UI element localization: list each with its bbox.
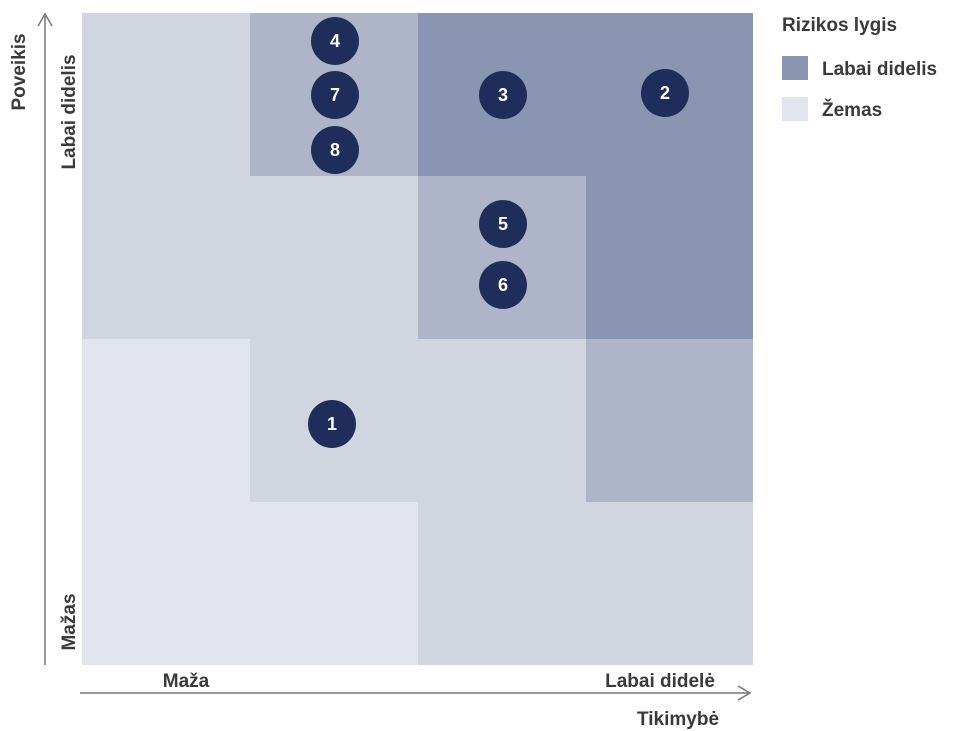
matrix-cell <box>586 176 753 339</box>
risk-marker <box>479 200 527 248</box>
risk-marker-label: 5 <box>498 214 508 234</box>
risk-marker <box>311 126 359 174</box>
matrix-cell <box>82 339 250 502</box>
risk-marker <box>311 17 359 65</box>
risk-marker-label: 4 <box>330 31 340 51</box>
risk-marker-label: 3 <box>498 85 508 105</box>
y-axis-arrow <box>37 12 53 27</box>
legend-title: Rizikos lygis <box>782 15 897 36</box>
matrix-cell <box>586 339 753 502</box>
risk-marker <box>641 69 689 117</box>
x-axis-low: Maža <box>163 671 210 692</box>
matrix-cell <box>586 502 753 665</box>
risk-marker-label: 7 <box>330 85 340 105</box>
matrix-cell <box>418 339 586 502</box>
risk-marker <box>308 400 356 448</box>
risk-marker <box>479 261 527 309</box>
x-axis-high: Labai didelė <box>605 671 715 692</box>
matrix-cell <box>82 502 250 665</box>
risk-marker-label: 6 <box>498 275 508 295</box>
x-axis-title: Tikimybė <box>637 709 719 730</box>
y-axis-low: Mažas <box>59 593 80 650</box>
risk-marker-label: 2 <box>660 83 670 103</box>
matrix-cell <box>82 176 250 339</box>
risk-marker <box>479 71 527 119</box>
risk-marker <box>311 71 359 119</box>
risk-marker-label: 8 <box>330 140 340 160</box>
matrix-cell <box>82 13 250 176</box>
y-axis-high: Labai didelis <box>59 54 80 169</box>
matrix-cell <box>250 176 418 339</box>
matrix-grid <box>82 13 753 665</box>
legend-item: Žemas <box>822 99 882 121</box>
legend-item: Labai didelis <box>822 59 937 80</box>
matrix-cell <box>418 502 586 665</box>
y-axis-title: Poveikis <box>9 33 30 110</box>
markers: 4 7 8 3 2 5 6 1 <box>308 17 689 448</box>
risk-marker-label: 1 <box>327 414 337 434</box>
matrix-cell <box>250 502 418 665</box>
legend-swatch <box>782 97 808 121</box>
legend-swatch <box>782 56 808 80</box>
x-axis-arrow <box>737 685 752 701</box>
